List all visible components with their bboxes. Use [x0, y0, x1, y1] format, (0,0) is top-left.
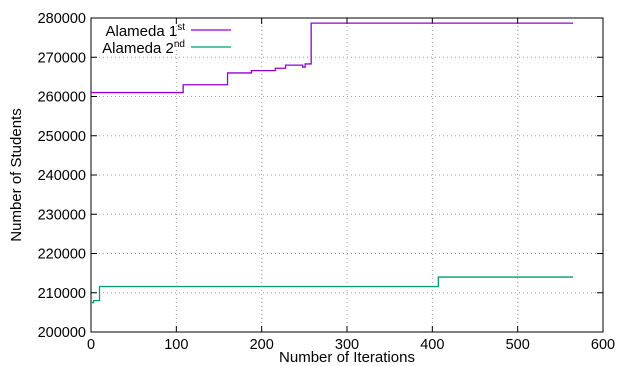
x-tick-label: 400 [420, 337, 444, 353]
series-line-1 [91, 22, 574, 94]
y-tick-label: 280000 [38, 11, 86, 27]
y-tick-label: 250000 [38, 129, 86, 145]
x-tick-label: 500 [506, 337, 530, 353]
legend: Alameda 1st Alameda 2nd [102, 22, 231, 57]
x-tick-label: 200 [250, 337, 274, 353]
y-axis: 200000 210000 220000 230000 240000 250000 2600… [38, 11, 603, 341]
y-tick-label: 270000 [38, 50, 86, 66]
y-axis-title: Number of Students [8, 108, 25, 241]
legend-label-series-2: Alameda 2nd [102, 39, 185, 57]
y-tick-label: 220000 [38, 247, 86, 263]
x-tick-label: 300 [335, 337, 359, 353]
y-tick-label: 210000 [38, 286, 86, 302]
x-axis-title: Number of Iterations [279, 349, 415, 366]
y-tick-label: 230000 [38, 207, 86, 223]
legend-label-series-1: Alameda 1st [106, 22, 186, 40]
x-tick-label: 600 [591, 337, 615, 353]
series-line-2 [91, 276, 574, 304]
gridlines [91, 18, 603, 332]
x-axis: 0 100 200 300 400 500 600 [87, 18, 615, 353]
y-tick-label: 260000 [38, 90, 86, 106]
y-tick-label: 240000 [38, 168, 86, 184]
series-layer [91, 22, 574, 304]
x-tick-label: 0 [87, 337, 95, 353]
x-tick-label: 100 [164, 337, 188, 353]
y-tick-label: 200000 [38, 325, 86, 341]
